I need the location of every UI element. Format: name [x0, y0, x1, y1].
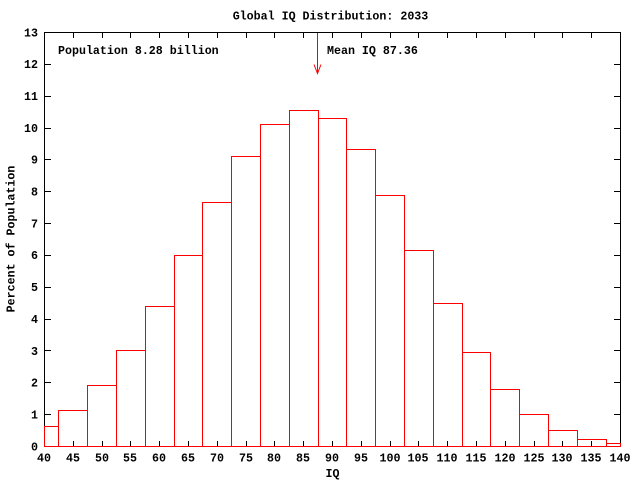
- svg-text:8: 8: [31, 187, 38, 200]
- svg-text:130: 130: [552, 453, 573, 466]
- svg-text:7: 7: [31, 218, 38, 231]
- svg-text:70: 70: [210, 453, 224, 466]
- svg-text:50: 50: [95, 453, 109, 466]
- svg-text:5: 5: [31, 282, 38, 295]
- svg-text:125: 125: [524, 453, 545, 466]
- svg-text:0: 0: [31, 441, 38, 454]
- svg-text:55: 55: [123, 453, 137, 466]
- svg-text:115: 115: [466, 453, 487, 466]
- svg-text:120: 120: [495, 453, 516, 466]
- svg-text:110: 110: [437, 453, 458, 466]
- svg-text:12: 12: [24, 59, 38, 72]
- svg-text:80: 80: [267, 453, 281, 466]
- svg-text:1: 1: [31, 410, 38, 423]
- svg-text:10: 10: [24, 123, 38, 136]
- svg-text:85: 85: [296, 453, 310, 466]
- svg-text:90: 90: [325, 453, 339, 466]
- svg-text:40: 40: [37, 453, 51, 466]
- svg-text:4: 4: [31, 314, 38, 327]
- svg-text:135: 135: [581, 453, 602, 466]
- svg-text:60: 60: [152, 453, 166, 466]
- svg-text:2: 2: [31, 378, 38, 391]
- svg-text:45: 45: [66, 453, 80, 466]
- svg-text:3: 3: [31, 346, 38, 359]
- svg-text:6: 6: [31, 250, 38, 263]
- svg-text:Percent of Population: Percent of Population: [6, 166, 19, 313]
- svg-text:Global IQ Distribution: 2033: Global IQ Distribution: 2033: [233, 11, 429, 24]
- svg-text:Population 8.28 billion: Population 8.28 billion: [58, 45, 219, 58]
- svg-text:IQ: IQ: [326, 468, 340, 480]
- svg-text:140: 140: [610, 453, 631, 466]
- svg-text:Mean IQ 87.36: Mean IQ 87.36: [327, 45, 418, 58]
- svg-text:75: 75: [239, 453, 253, 466]
- svg-text:65: 65: [181, 453, 195, 466]
- svg-text:100: 100: [380, 453, 401, 466]
- svg-text:95: 95: [354, 453, 368, 466]
- svg-text:11: 11: [24, 91, 38, 104]
- svg-text:13: 13: [24, 27, 38, 40]
- svg-text:105: 105: [408, 453, 429, 466]
- svg-text:9: 9: [31, 155, 38, 168]
